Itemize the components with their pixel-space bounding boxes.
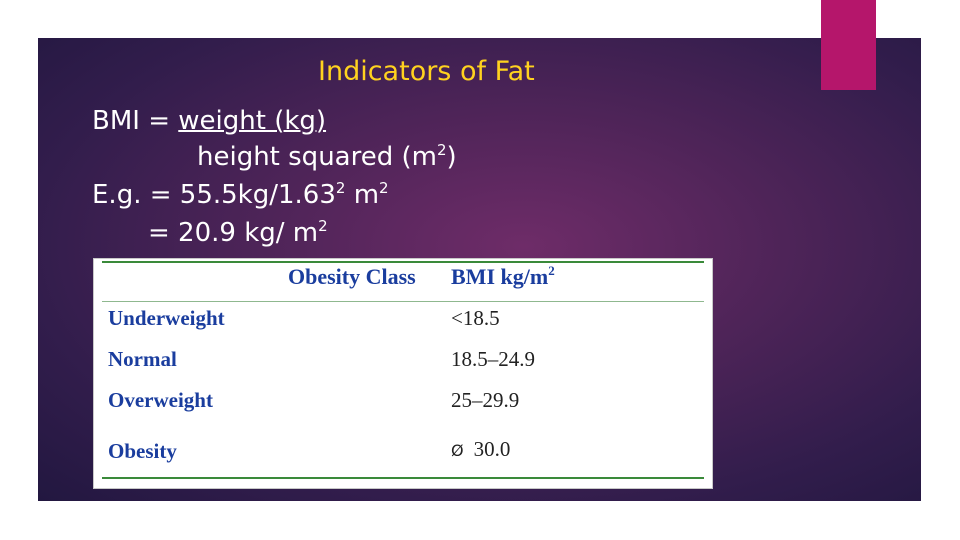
accent-bar: [821, 0, 876, 90]
header-obesity-class: Obesity Class: [288, 264, 416, 289]
bmi-formula-numerator: weight (kg): [178, 106, 327, 136]
example-exponent: 2: [335, 179, 346, 197]
row-label-underweight: Underweight: [108, 306, 225, 330]
result-text: = 20.9 kg/ m: [148, 218, 319, 248]
row-label-normal: Normal: [108, 347, 177, 371]
example-text: E.g. = 55.5kg/1.63: [92, 180, 336, 210]
example-unit: m: [345, 180, 380, 210]
row-value-normal: 18.5–24.9: [451, 347, 535, 371]
bmi-formula-prefix: BMI =: [92, 106, 179, 136]
table-header-rule: [102, 301, 704, 302]
header-bmi-text: BMI kg/m: [451, 264, 549, 289]
bmi-class-table: Obesity Class BMI kg/m2 Underweight <18.…: [93, 258, 713, 489]
example-line: E.g. = 55.5kg/1.632 m2: [92, 181, 389, 210]
arrow-bullet-icon: Ø: [451, 441, 464, 460]
row-label-overweight: Overweight: [108, 388, 213, 412]
obesity-threshold: 30.0: [473, 437, 511, 461]
bmi-formula-line: BMI = weight (kg): [92, 107, 326, 136]
row-label-obesity: Obesity: [108, 439, 177, 463]
denominator-exponent: 2: [436, 141, 447, 159]
denominator-text: height squared (m: [197, 142, 437, 172]
bmi-formula-denominator: height squared (m2): [197, 143, 457, 172]
row-value-obesity: Ø 30.0: [451, 439, 510, 460]
header-bmi: BMI kg/m2: [451, 263, 555, 289]
row-value-underweight: <18.5: [451, 306, 500, 330]
table-top-rule: [102, 261, 704, 263]
slide-title: Indicators of Fat: [318, 56, 535, 87]
result-exponent: 2: [318, 217, 328, 235]
result-line: = 20.9 kg/ m2: [148, 219, 328, 248]
header-bmi-exponent: 2: [548, 263, 555, 278]
row-value-overweight: 25–29.9: [451, 388, 520, 412]
example-unit-exponent: 2: [379, 179, 389, 197]
table-bottom-rule: [102, 477, 704, 479]
denominator-suffix: ): [446, 142, 457, 172]
